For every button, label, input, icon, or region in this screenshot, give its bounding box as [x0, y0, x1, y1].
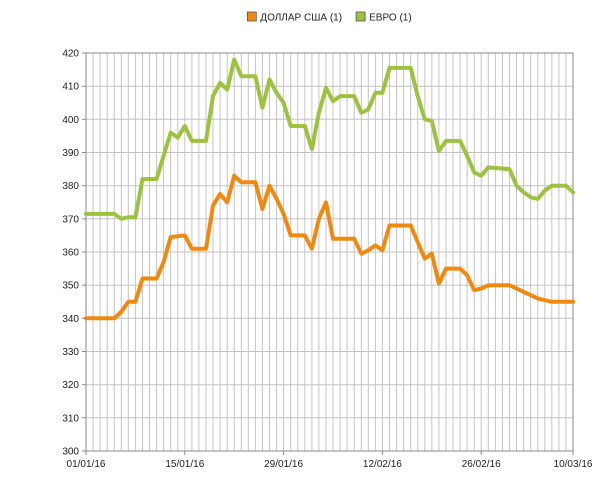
y-tick-label: 360	[62, 248, 79, 259]
y-tick-label: 320	[62, 380, 79, 391]
y-tick-label: 410	[62, 82, 79, 93]
series-line-2	[84, 57, 575, 221]
legend-swatch	[246, 11, 257, 22]
series-layer	[84, 57, 575, 321]
x-axis-tick-labels: 01/01/16 15/01/16 29/01/16 12/02/16 26/02/16…	[67, 451, 593, 470]
y-tick-label: 390	[62, 148, 79, 159]
x-tick-label: 10/03/16	[554, 459, 593, 470]
legend-item-1: ДОЛЛАР США (1)	[246, 11, 342, 24]
legend-label: ДОЛЛАР США (1)	[260, 13, 342, 24]
y-tick-label: 420	[62, 49, 79, 60]
y-axis-tick-labels: 300 310 320 330 340 350 360 370 380 390 400 410 420	[62, 49, 86, 458]
legend-swatch	[355, 11, 366, 22]
x-tick-label: 29/01/16	[264, 459, 303, 470]
y-tick-label: 340	[62, 314, 79, 325]
horizontal-gridlines	[86, 52, 573, 452]
y-tick-label: 310	[62, 413, 79, 424]
y-tick-label: 370	[62, 214, 79, 225]
legend-label: ЕВРО (1)	[369, 13, 412, 24]
y-tick-label: 400	[62, 115, 79, 126]
legend: ДОЛЛАР США (1) ЕВРО (1)	[246, 11, 412, 24]
x-tick-label: 12/02/16	[363, 459, 402, 470]
y-tick-label: 300	[62, 447, 79, 458]
x-tick-label: 15/01/16	[165, 459, 204, 470]
x-tick-label: 26/02/16	[462, 459, 501, 470]
series-line-1	[84, 173, 575, 321]
y-tick-label: 380	[62, 181, 79, 192]
legend-item-2: ЕВРО (1)	[355, 11, 412, 24]
y-tick-label: 350	[62, 281, 79, 292]
y-tick-label: 330	[62, 347, 79, 358]
x-tick-label: 01/01/16	[67, 459, 106, 470]
